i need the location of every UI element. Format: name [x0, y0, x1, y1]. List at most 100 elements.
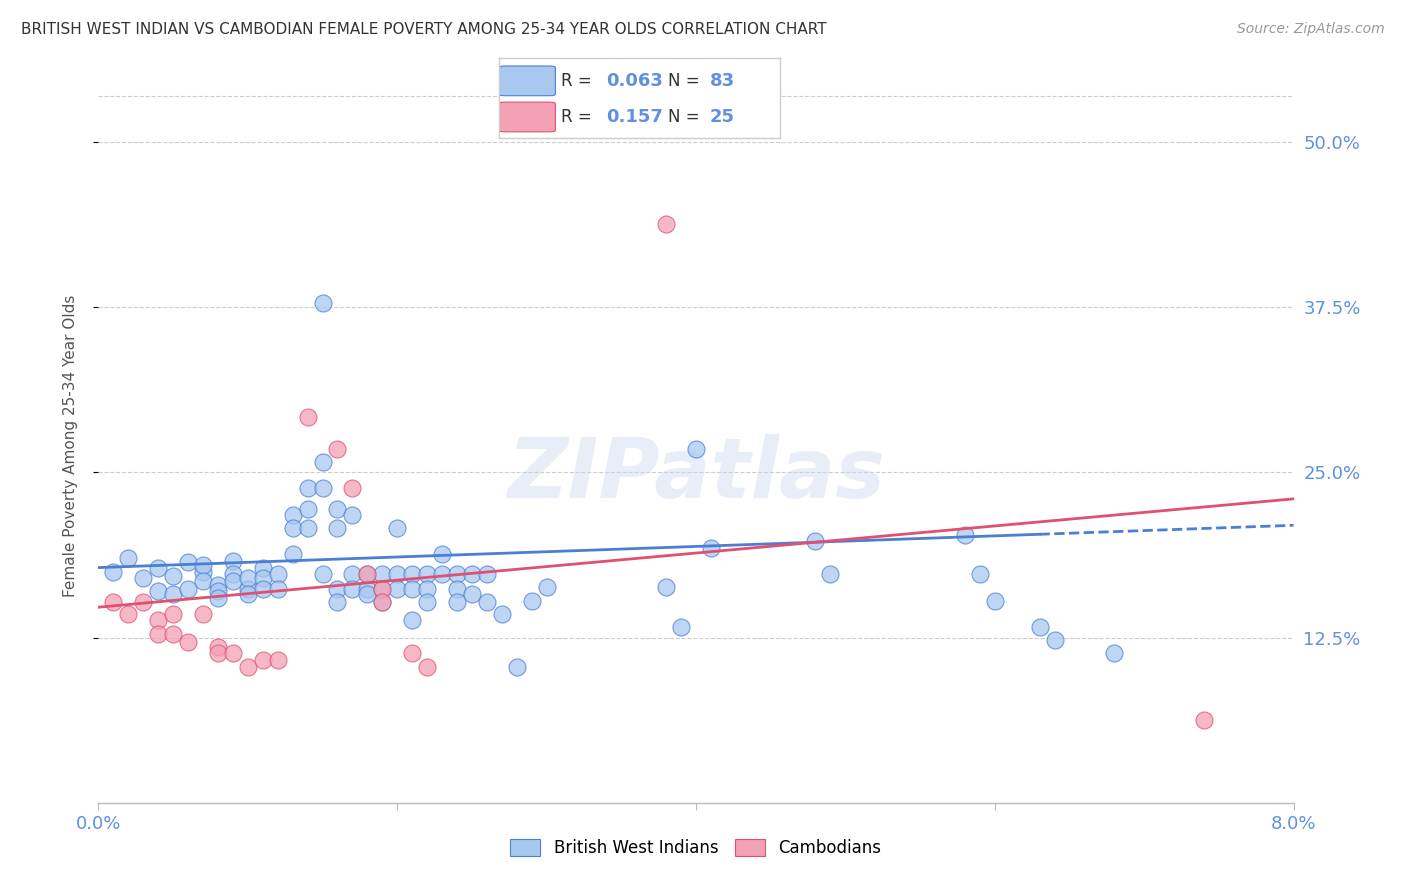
- Point: [669, 620, 692, 634]
- Point: [475, 567, 498, 582]
- Point: [416, 567, 439, 582]
- Point: [267, 582, 290, 596]
- Text: R =: R =: [561, 108, 598, 126]
- Point: [311, 481, 333, 495]
- Point: [446, 595, 468, 609]
- Point: [326, 595, 349, 609]
- Point: [385, 521, 409, 535]
- Point: [655, 217, 678, 231]
- Point: [117, 607, 139, 621]
- Text: R =: R =: [561, 72, 598, 90]
- Point: [191, 558, 214, 572]
- Point: [1043, 633, 1066, 648]
- Point: [983, 593, 1005, 607]
- Point: [804, 534, 827, 549]
- Point: [177, 634, 200, 648]
- Point: [342, 481, 364, 495]
- Point: [311, 567, 333, 582]
- Point: [162, 607, 184, 621]
- Point: [236, 587, 259, 601]
- Point: [371, 567, 394, 582]
- Point: [520, 593, 543, 607]
- Point: [356, 582, 378, 596]
- Point: [311, 296, 333, 310]
- Point: [326, 521, 349, 535]
- Point: [222, 554, 245, 568]
- FancyBboxPatch shape: [499, 103, 555, 132]
- Point: [430, 567, 453, 582]
- Point: [401, 614, 423, 628]
- Point: [342, 508, 364, 522]
- Point: [297, 481, 319, 495]
- Point: [356, 567, 378, 582]
- Point: [207, 640, 229, 654]
- Point: [117, 551, 139, 566]
- Text: 0.157: 0.157: [606, 108, 662, 126]
- Point: [222, 647, 245, 661]
- Point: [430, 547, 453, 561]
- Point: [416, 659, 439, 673]
- Point: [252, 560, 274, 574]
- Point: [207, 584, 229, 599]
- Text: 0.063: 0.063: [606, 72, 662, 90]
- Point: [491, 607, 513, 621]
- Point: [326, 502, 349, 516]
- Point: [385, 582, 409, 596]
- Point: [207, 647, 229, 661]
- Point: [252, 571, 274, 585]
- Point: [446, 582, 468, 596]
- Point: [371, 582, 394, 596]
- Point: [820, 567, 842, 582]
- Point: [461, 587, 484, 601]
- Text: 25: 25: [710, 108, 735, 126]
- Point: [236, 571, 259, 585]
- Point: [103, 595, 125, 609]
- Point: [371, 595, 394, 609]
- Point: [252, 653, 274, 667]
- Y-axis label: Female Poverty Among 25-34 Year Olds: Female Poverty Among 25-34 Year Olds: [63, 295, 77, 597]
- Point: [281, 508, 304, 522]
- Point: [177, 555, 200, 569]
- Point: [281, 547, 304, 561]
- Point: [342, 582, 364, 596]
- Point: [236, 659, 259, 673]
- Point: [281, 521, 304, 535]
- Point: [103, 565, 125, 579]
- Point: [132, 595, 155, 609]
- Point: [326, 442, 349, 456]
- Point: [148, 626, 170, 640]
- Point: [148, 614, 170, 628]
- Point: [385, 567, 409, 582]
- Point: [222, 574, 245, 588]
- Point: [342, 567, 364, 582]
- Point: [207, 578, 229, 592]
- Point: [1028, 620, 1050, 634]
- Point: [475, 595, 498, 609]
- Point: [191, 574, 214, 588]
- Point: [267, 653, 290, 667]
- Point: [148, 560, 170, 574]
- Point: [401, 582, 423, 596]
- Point: [685, 442, 707, 456]
- Text: N =: N =: [668, 108, 704, 126]
- Point: [446, 567, 468, 582]
- Point: [1102, 647, 1125, 661]
- Point: [416, 595, 439, 609]
- Point: [461, 567, 484, 582]
- Text: 83: 83: [710, 72, 735, 90]
- Point: [1192, 713, 1215, 727]
- Point: [132, 571, 155, 585]
- Point: [252, 582, 274, 596]
- Point: [236, 582, 259, 596]
- Point: [536, 581, 558, 595]
- Text: Source: ZipAtlas.com: Source: ZipAtlas.com: [1237, 22, 1385, 37]
- Point: [700, 541, 723, 555]
- Point: [326, 582, 349, 596]
- Point: [297, 502, 319, 516]
- Point: [416, 582, 439, 596]
- Point: [371, 595, 394, 609]
- Point: [162, 626, 184, 640]
- Text: N =: N =: [668, 72, 704, 90]
- Point: [207, 591, 229, 605]
- FancyBboxPatch shape: [499, 66, 555, 95]
